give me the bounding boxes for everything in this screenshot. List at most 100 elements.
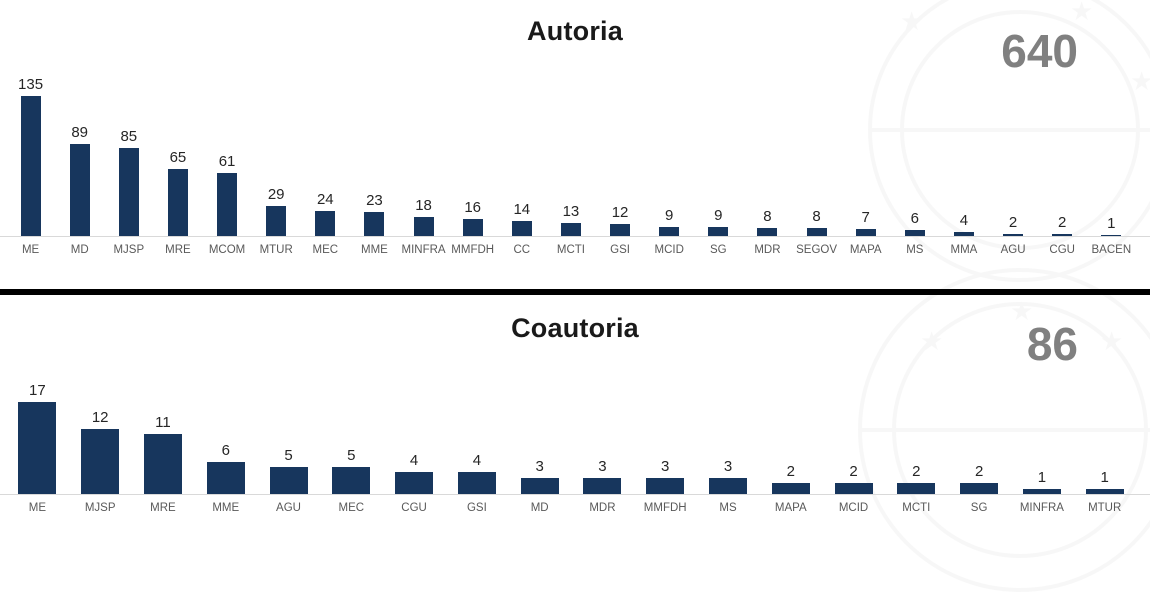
bar-value-label: 9 — [714, 207, 723, 224]
bar — [269, 467, 308, 494]
category-label: MINFRA — [401, 244, 446, 256]
bar-value-label: 4 — [959, 212, 969, 229]
bar — [217, 173, 238, 236]
bar-value-label: 5 — [347, 447, 356, 464]
bar-column: 8 — [792, 208, 841, 236]
autoria-title: Autoria — [527, 16, 623, 46]
category-label: MRE — [150, 502, 176, 514]
category-label: MAPA — [849, 244, 882, 256]
category-label: MCTI — [556, 244, 585, 256]
report-page: ★ ★ ★ ★ ★ ★ ★ Autoria 640 13589856561292… — [0, 0, 1150, 514]
bar-value-label: 12 — [611, 204, 629, 221]
bar-column: 5 — [320, 447, 383, 494]
category-label: MME — [212, 502, 240, 514]
bar — [143, 434, 182, 494]
category-label: AGU — [1000, 244, 1026, 256]
coautoria-title: Coautoria — [511, 313, 639, 343]
autoria-category-labels: ME MD MJSP MRE MCOM MTUR MEC MME MINFRA MMFDH CC MC… — [0, 237, 1150, 263]
bar-column: 11 — [132, 414, 195, 494]
bar-column: 3 — [508, 458, 571, 494]
autoria-total: 640 — [1001, 25, 1078, 77]
bar-column: 2 — [822, 463, 885, 494]
bar — [659, 227, 680, 236]
category-label: MRE — [165, 244, 191, 256]
bar-column: 17 — [6, 382, 69, 494]
bar — [1085, 489, 1124, 494]
bar — [560, 223, 581, 236]
bar — [457, 472, 496, 494]
bar-value-label: 1 — [1037, 469, 1047, 486]
bar-column: 89 — [55, 124, 104, 236]
bar — [806, 228, 827, 236]
bar-value-label: 89 — [71, 124, 89, 141]
bar — [771, 483, 810, 494]
category-label: SG — [710, 244, 727, 256]
bar — [897, 483, 936, 494]
bar-value-label: 2 — [849, 463, 858, 480]
bar — [18, 402, 57, 494]
bar — [364, 212, 385, 236]
bar-value-label: 16 — [464, 199, 482, 216]
bar — [266, 206, 287, 236]
bar-value-label: 6 — [910, 210, 919, 227]
category-label: MINFRA — [1019, 502, 1064, 514]
bar-column: 4 — [383, 452, 446, 494]
category-label: MCTI — [902, 502, 931, 514]
bar-column: 12 — [596, 204, 645, 236]
category-label: MEC — [312, 244, 339, 256]
category-label: MD — [530, 502, 549, 514]
category-label: AGU — [276, 502, 301, 514]
category-label: ME — [21, 244, 40, 256]
bar — [81, 429, 120, 494]
bar-value-label: 12 — [91, 409, 109, 426]
category-label: MCID — [654, 244, 684, 256]
bar — [167, 169, 188, 236]
bar — [511, 221, 532, 236]
bar-column: 12 — [69, 409, 132, 494]
bar — [118, 148, 139, 236]
bar-column: 3 — [571, 458, 634, 494]
bar-value-label: 2 — [974, 463, 984, 480]
bar-value-label: 18 — [415, 197, 432, 214]
category-label: MDR — [589, 502, 616, 514]
bar-value-label: 1 — [1100, 469, 1109, 486]
bar-value-label: 17 — [29, 382, 46, 399]
bar-column: 2 — [885, 463, 948, 494]
bar-column: 135 — [6, 76, 55, 236]
bar-value-label: 3 — [535, 458, 544, 475]
bar — [395, 472, 434, 494]
bar — [708, 478, 747, 494]
category-label: CGU — [401, 502, 427, 514]
coautoria-header: Coautoria 86 — [0, 305, 1150, 370]
bar-column: 2 — [759, 463, 822, 494]
category-label: SG — [970, 502, 988, 514]
bar — [610, 224, 631, 236]
bar-value-label: 11 — [155, 414, 171, 431]
bar — [20, 96, 41, 236]
bar-column: 23 — [350, 192, 399, 236]
bar-column: 85 — [104, 128, 153, 236]
bar-value-label: 3 — [723, 458, 733, 475]
bar-column: 9 — [694, 207, 743, 236]
category-label: MS — [906, 244, 924, 256]
category-label: MJSP — [113, 244, 145, 256]
bar-value-label: 135 — [18, 76, 44, 93]
bar — [960, 483, 999, 494]
bar — [953, 232, 974, 236]
bar-value-label: 2 — [912, 463, 921, 480]
autoria-chart: Autoria 640 135 89 85 65 61 29 24 23 18 16 14 13 12 9… — [0, 0, 1150, 263]
bar — [69, 144, 90, 236]
category-label: MDR — [754, 244, 781, 256]
category-label: BACEN — [1091, 244, 1132, 256]
category-label: MS — [719, 502, 737, 514]
bar — [834, 483, 873, 494]
bar-column: 1 — [1073, 469, 1136, 494]
category-label: SEGOV — [796, 244, 838, 256]
bar-column: 7 — [841, 209, 890, 236]
coautoria-total: 86 — [1026, 318, 1078, 370]
bar — [583, 478, 622, 494]
bar-value-label: 2 — [1058, 214, 1067, 231]
bar-value-label: 61 — [218, 153, 236, 170]
autoria-header: Autoria 640 — [0, 0, 1150, 77]
category-label: GSI — [466, 502, 487, 514]
